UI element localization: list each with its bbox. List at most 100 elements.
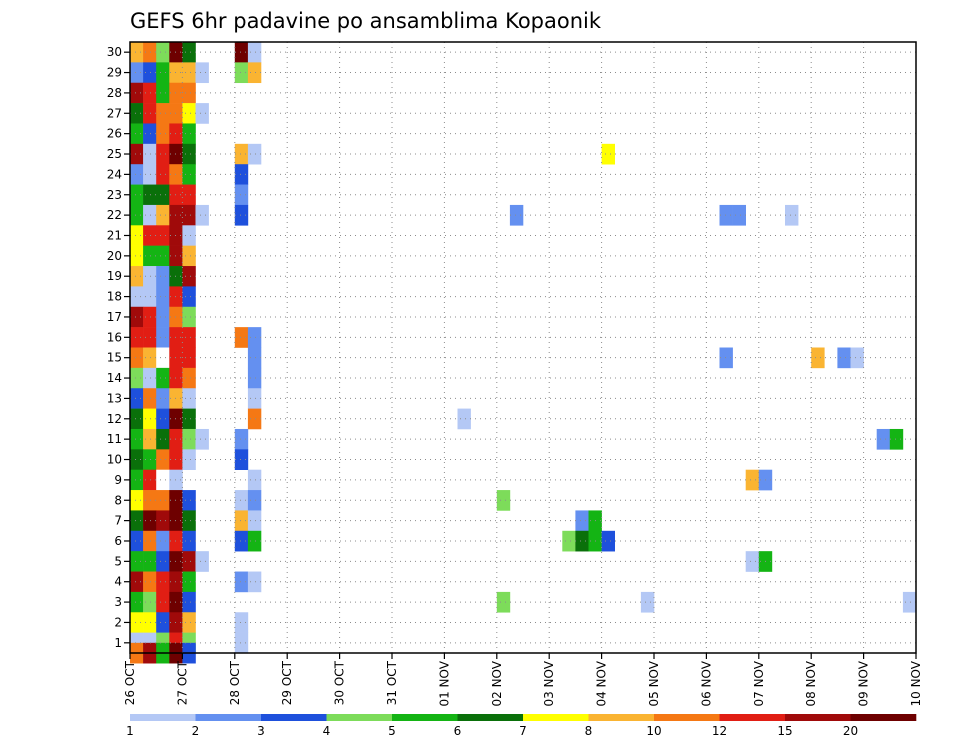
heatmap-cell xyxy=(182,449,196,470)
x-tick-label: 27 OCT xyxy=(175,660,189,705)
heatmap-cell xyxy=(156,490,170,511)
heatmap-cell xyxy=(195,428,209,450)
y-tick-label: 16 xyxy=(107,330,122,344)
y-tick-label: 28 xyxy=(107,86,122,100)
heatmap-cell xyxy=(130,225,144,246)
legend-swatch xyxy=(785,714,851,721)
heatmap-cell xyxy=(156,306,170,328)
legend-label: 2 xyxy=(192,724,200,738)
heatmap-cell xyxy=(195,103,209,124)
heatmap-cell xyxy=(156,286,170,308)
heatmap-cell xyxy=(143,490,157,511)
legend-swatch xyxy=(654,714,720,721)
x-tick-label: 01 NOV xyxy=(437,660,451,706)
heatmap-cell xyxy=(247,530,262,552)
legend-swatch xyxy=(392,714,458,721)
heatmap-cell xyxy=(234,510,249,532)
heatmap-cell xyxy=(182,42,196,63)
heatmap-cell xyxy=(575,530,589,552)
heatmap-cell xyxy=(156,204,170,226)
heatmap-cell xyxy=(247,367,262,389)
heatmap-cell xyxy=(182,347,196,369)
heatmap-cell xyxy=(143,245,157,267)
y-tick-label: 21 xyxy=(107,228,122,242)
heatmap-cell xyxy=(130,327,144,348)
y-tick-label: 4 xyxy=(114,575,122,589)
heatmap-cell xyxy=(156,82,170,104)
heatmap-cell xyxy=(182,551,196,572)
heatmap-cell xyxy=(182,530,196,552)
heatmap-cell xyxy=(811,347,825,369)
heatmap-cell xyxy=(247,408,262,430)
x-tick-label: 29 OCT xyxy=(280,660,294,705)
heatmap-cell xyxy=(156,42,170,63)
x-tick-label: 28 OCT xyxy=(228,660,242,705)
heatmap-cell xyxy=(156,530,170,552)
heatmap-cell xyxy=(156,327,170,348)
heatmap-cell xyxy=(247,571,262,593)
heatmap-cell xyxy=(247,388,262,409)
legend-label: 20 xyxy=(843,724,858,738)
heatmap-cell xyxy=(247,42,262,63)
heatmap-cell xyxy=(182,327,196,348)
legend-label: 15 xyxy=(777,724,792,738)
heatmap-cell xyxy=(156,408,170,430)
heatmap-cell xyxy=(745,469,760,491)
heatmap-cell xyxy=(182,510,196,532)
heatmap-cell xyxy=(234,612,249,633)
heatmap-cell xyxy=(130,612,144,633)
heatmap-cell xyxy=(156,612,170,633)
heatmap-cell xyxy=(156,347,170,369)
x-tick-label: 10 NOV xyxy=(909,660,923,706)
heatmap-cell xyxy=(234,449,249,470)
y-tick-label: 23 xyxy=(107,188,122,202)
heatmap-cell xyxy=(130,143,144,165)
plot-frame xyxy=(129,41,917,654)
heatmap-cell xyxy=(130,530,144,552)
heatmap-cell xyxy=(182,591,196,613)
legend-label: 8 xyxy=(585,724,593,738)
heatmap-cell xyxy=(130,123,144,145)
legend-label: 10 xyxy=(646,724,661,738)
heatmap-cell xyxy=(182,143,196,165)
legend-label: 5 xyxy=(388,724,396,738)
heatmap-cell xyxy=(130,204,144,226)
heatmap-cell xyxy=(156,388,170,409)
heatmap-cell xyxy=(156,510,170,532)
heatmap-cell xyxy=(143,82,157,104)
y-tick-label: 7 xyxy=(114,514,122,528)
color-legend: 1 2 3 4 5 6 7 8 10 12 15 20 xyxy=(126,714,917,738)
heatmap-cell xyxy=(130,510,144,532)
heatmap-cell xyxy=(247,510,262,532)
y-tick-label: 30 xyxy=(107,45,122,59)
heatmap-cell xyxy=(509,204,524,226)
heatmap-cell xyxy=(130,551,144,572)
x-tick-label: 05 NOV xyxy=(647,660,661,706)
heatmap-cell xyxy=(156,143,170,165)
heatmap-cell xyxy=(130,408,144,430)
heatmap-cell xyxy=(234,490,249,511)
heatmap-cell xyxy=(156,551,170,572)
heatmap-cell xyxy=(247,327,262,348)
heatmap-cell xyxy=(785,204,799,226)
heatmap-cell xyxy=(182,103,196,124)
heatmap-cell xyxy=(247,490,262,511)
heatmap-cell xyxy=(156,164,170,185)
y-tick-label: 3 xyxy=(114,595,122,609)
heatmap-cell xyxy=(143,388,157,409)
x-tick-label: 31 OCT xyxy=(385,660,399,705)
heatmap-cell xyxy=(640,591,655,613)
heatmap-cell xyxy=(143,428,157,450)
y-tick-label: 1 xyxy=(114,636,122,650)
y-tick-label: 5 xyxy=(114,554,122,568)
x-tick-label: 26 OCT xyxy=(123,660,137,705)
heatmap-cell xyxy=(182,204,196,226)
heatmap-cell xyxy=(575,510,589,532)
heatmap-cell xyxy=(130,347,144,369)
heatmap-cell xyxy=(130,367,144,389)
heatmap-cell xyxy=(889,428,904,450)
x-tick-label: 03 NOV xyxy=(542,660,556,706)
heatmap-cell xyxy=(130,62,144,84)
heatmap-cells xyxy=(130,42,917,664)
heatmap-cell xyxy=(182,245,196,267)
